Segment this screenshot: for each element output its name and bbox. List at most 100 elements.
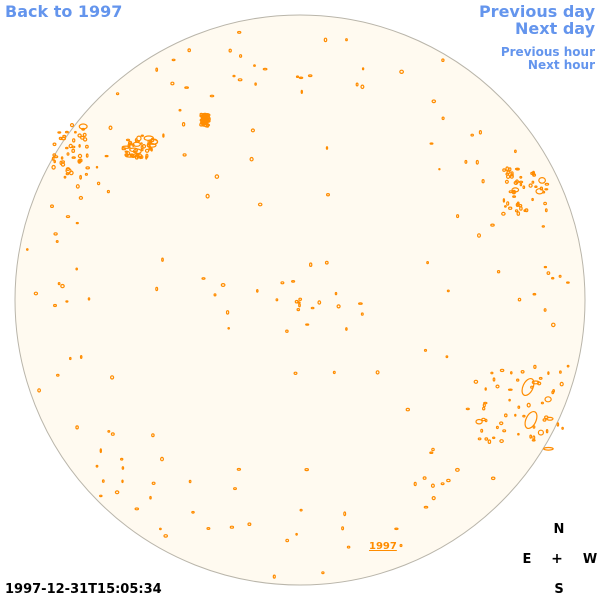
contour-mark [51, 164, 56, 170]
contour-mark [171, 58, 176, 62]
contour-mark [445, 355, 449, 359]
contour-mark [514, 209, 519, 213]
contour-mark [483, 401, 488, 405]
contour-mark [355, 82, 359, 87]
contour-mark [544, 188, 549, 191]
contour-mark [423, 505, 429, 509]
next-hour-link[interactable]: Next hour [527, 58, 595, 72]
contour-mark [508, 206, 513, 210]
contour-mark [512, 195, 517, 198]
contour-mark [538, 376, 543, 380]
contour-mark [446, 478, 451, 483]
contour-mark [75, 425, 79, 430]
contour-mark [128, 142, 133, 146]
contour-mark [104, 154, 109, 158]
contour-mark [65, 172, 70, 176]
contour-mark [438, 167, 441, 171]
contour-mark [214, 174, 220, 179]
contour-mark [413, 481, 417, 487]
contour-mark [551, 276, 555, 280]
compass-east: E [522, 552, 532, 567]
contour-mark [522, 185, 526, 190]
contour-mark [519, 175, 523, 179]
contour-mark [257, 202, 263, 207]
contour-mark [429, 142, 434, 145]
back-to-year-link[interactable]: Back to 1997 [5, 2, 123, 21]
contour-mark [516, 378, 520, 382]
contour-mark [250, 128, 255, 133]
contour-mark [325, 146, 329, 150]
contour-mark [60, 136, 67, 141]
contour-mark [541, 225, 546, 228]
contour-mark [75, 184, 80, 189]
contour-mark [546, 271, 551, 276]
contour-mark [441, 116, 445, 121]
contour-mark [144, 148, 150, 153]
contour-mark [249, 156, 254, 162]
disk-year-label: 1997 [369, 541, 397, 552]
contour-mark [544, 396, 552, 403]
contour-mark [507, 388, 513, 391]
contour-mark [539, 186, 544, 191]
contour-mark [293, 371, 298, 375]
contour-mark [516, 211, 521, 216]
contour-mark [484, 437, 489, 441]
next-day-link[interactable]: Next day [515, 19, 595, 38]
contour-mark [71, 156, 76, 159]
contour-mark [75, 221, 79, 225]
contour-mark [77, 153, 83, 159]
contour-mark [298, 76, 304, 80]
contour-mark [464, 159, 468, 164]
contour-mark [542, 418, 547, 422]
contour-mark [125, 138, 131, 142]
contour-mark [509, 371, 513, 375]
contour-mark [140, 145, 144, 150]
contour-mark [522, 414, 526, 418]
contour-mark [517, 432, 520, 436]
contour-mark [300, 89, 303, 95]
contour-mark [542, 190, 546, 194]
contour-mark [556, 422, 560, 427]
previous-hour-link[interactable]: Previous hour [500, 45, 595, 59]
contour-mark [310, 306, 315, 310]
contour-mark [134, 150, 138, 153]
contour-mark [99, 494, 103, 498]
contour-mark [550, 322, 556, 328]
contour-mark [181, 122, 186, 127]
contour-mark [65, 167, 71, 172]
contour-mark [317, 300, 322, 305]
contour-mark [456, 214, 460, 219]
contour-mark [514, 179, 519, 184]
contour-mark [518, 203, 523, 208]
contour-mark [504, 179, 509, 184]
observation-timestamp: 1997-12-31T15:05:34 [5, 582, 162, 597]
contour-mark [520, 369, 525, 374]
contour-mark [96, 181, 101, 186]
contour-mark [360, 84, 365, 90]
contour-mark [559, 370, 562, 374]
contour-mark [510, 171, 514, 176]
contour-mark [225, 310, 230, 315]
contour-mark [71, 145, 76, 149]
contour-mark [332, 370, 336, 375]
contour-mark [534, 185, 538, 188]
contour-mark [426, 261, 430, 265]
compass-north: N [553, 522, 565, 537]
contour-mark [220, 283, 226, 288]
contour-mark [543, 201, 547, 206]
contour-mark [255, 289, 259, 293]
contour-mark [533, 364, 537, 369]
contour-mark [334, 291, 338, 296]
contour-mark [65, 300, 69, 303]
contour-mark [53, 159, 56, 164]
contour-mark [532, 425, 536, 429]
contour-mark [188, 479, 192, 484]
previous-day-link[interactable]: Previous day [478, 2, 595, 21]
contour-mark [475, 159, 479, 165]
contour-mark [106, 189, 111, 194]
contour-mark [516, 201, 520, 206]
contour-mark [358, 302, 363, 305]
contour-mark [481, 417, 486, 422]
contour-mark [73, 130, 77, 134]
contour-mark [296, 308, 301, 312]
